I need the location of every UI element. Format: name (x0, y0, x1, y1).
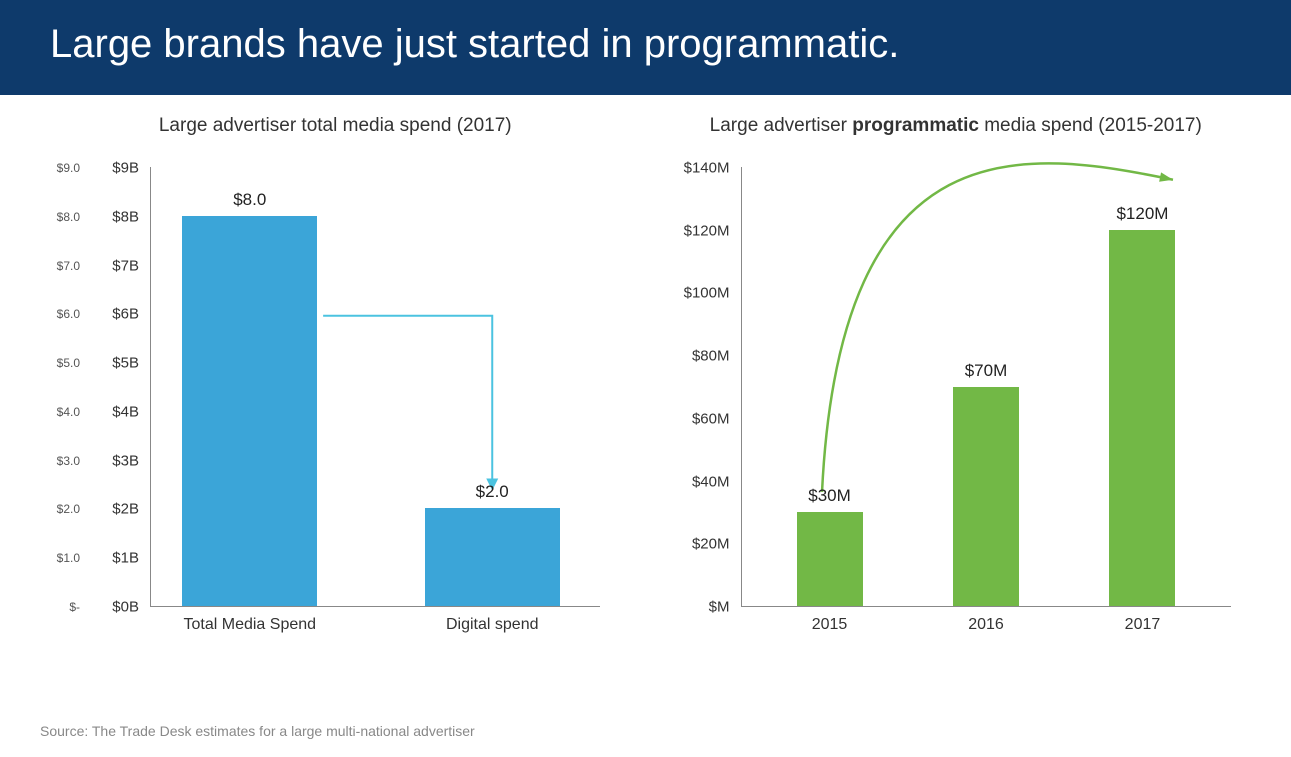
right-ytick: $M (709, 599, 730, 616)
left-outer-ytick: $6.0 (57, 307, 80, 321)
left-outer-ytick: $5.0 (57, 356, 80, 370)
right-ytick: $100M (684, 285, 730, 302)
right-ytick: $20M (692, 536, 730, 553)
right-x-category: 2016 (968, 616, 1004, 634)
left-bar-value: $8.0 (182, 190, 317, 210)
right-x-category: 2017 (1125, 616, 1161, 634)
right-bar-value: $120M (1109, 204, 1175, 224)
right-bar: $30M (797, 512, 863, 606)
left-chart-title: Large advertiser total media spend (2017… (40, 115, 631, 137)
left-plot: $8.0Total Media Spend$2.0Digital spend (150, 167, 600, 607)
right-x-category: 2015 (812, 616, 848, 634)
right-plot: $30M2015$70M2016$120M2017 (741, 167, 1231, 607)
left-bar-value: $2.0 (425, 482, 560, 502)
right-bar: $120M (1109, 230, 1175, 606)
left-outer-ytick: $2.0 (57, 502, 80, 516)
source-text: Source: The Trade Desk estimates for a l… (40, 723, 475, 739)
left-chart-area: $9.0 $8.0 $7.0 $6.0 $5.0 $4.0 $3.0 $2.0 $1.0 $- $… (40, 157, 631, 657)
right-chart-panel: Large advertiser programmatic media spen… (661, 115, 1252, 657)
right-chart-area: $140M$120M$100M$80M$60M$40M$20M$M $30M20… (661, 157, 1252, 657)
right-chart-title: Large advertiser programmatic media spen… (661, 115, 1252, 137)
left-outer-ytick: $9.0 (57, 161, 80, 175)
left-inner-ytick: $7B (112, 257, 139, 274)
left-inner-ytick: $9B (112, 160, 139, 177)
right-ytick: $80M (692, 348, 730, 365)
left-inner-ytick: $0B (112, 599, 139, 616)
left-x-category: Digital spend (446, 616, 539, 634)
left-inner-yticks: $9B$8B$7B$6B$5B$4B$3B$2B$1B$0B (90, 167, 145, 607)
left-outer-ytick: $1.0 (57, 551, 80, 565)
source-footnote: Source: The Trade Desk estimates for a l… (40, 723, 475, 739)
left-outer-ytick: $3.0 (57, 454, 80, 468)
left-inner-ytick: $3B (112, 452, 139, 469)
left-outer-ytick: $- (69, 600, 80, 614)
left-x-category: Total Media Spend (184, 616, 317, 634)
right-ytick: $140M (684, 160, 730, 177)
right-ytick: $120M (684, 222, 730, 239)
left-inner-ytick: $2B (112, 501, 139, 518)
left-inner-ytick: $5B (112, 355, 139, 372)
right-bar: $70M (953, 387, 1019, 607)
left-inner-ytick: $4B (112, 403, 139, 420)
right-bar-value: $30M (797, 486, 863, 506)
right-yticks: $140M$120M$100M$80M$60M$40M$20M$M (661, 167, 736, 607)
left-inner-ytick: $6B (112, 306, 139, 323)
left-outer-ytick: $4.0 (57, 405, 80, 419)
slide-title: Large brands have just started in progra… (50, 22, 899, 66)
right-ytick: $60M (692, 410, 730, 427)
slide-header: Large brands have just started in progra… (0, 0, 1291, 95)
left-bar: $8.0 (182, 216, 317, 606)
left-outer-yticks: $9.0$8.0$7.0$6.0$5.0$4.0$3.0$2.0$1.0$- (40, 167, 80, 607)
left-outer-ytick: $8.0 (57, 210, 80, 224)
left-outer-ytick: $7.0 (57, 259, 80, 273)
right-bar-value: $70M (953, 361, 1019, 381)
left-inner-ytick: $8B (112, 208, 139, 225)
left-bar: $2.0 (425, 508, 560, 606)
charts-row: Large advertiser total media spend (2017… (0, 95, 1291, 657)
left-chart-panel: Large advertiser total media spend (2017… (40, 115, 631, 657)
right-ytick: $40M (692, 473, 730, 490)
left-inner-ytick: $1B (112, 550, 139, 567)
